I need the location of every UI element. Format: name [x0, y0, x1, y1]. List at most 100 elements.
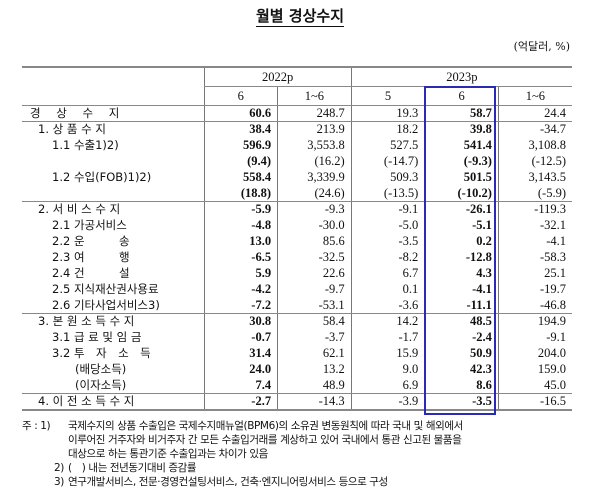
- cell-value: 62.1: [277, 345, 352, 362]
- cell-value: -7.2: [203, 297, 278, 314]
- table-row: 2.2 운 송 13.0 85.6 -3.5 0.2 -4.1: [22, 233, 572, 250]
- row-label: 4. 이 전 소 득 수 지: [38, 394, 135, 408]
- cell-value: 541.4: [424, 137, 499, 154]
- footnotes: 주 : 1) 국제수지의 상품 수출입은 국제수지매뉴얼(BPM6)의 소유권 변…: [22, 420, 463, 488]
- cell-value: 159.0: [497, 361, 572, 378]
- cell-value: -6.5: [203, 249, 278, 266]
- cell-value: -14.3: [277, 393, 352, 411]
- cell-value: 48.9: [277, 377, 352, 394]
- year-header: 2022p: [203, 66, 352, 87]
- month-header: 6: [424, 86, 499, 106]
- cell-value: (9.4): [203, 153, 278, 170]
- cell-value: (-5.9): [497, 185, 572, 202]
- cell-value: 213.9: [277, 121, 352, 138]
- cell-value: 0.1: [350, 281, 425, 298]
- month-header: 1~6: [497, 86, 572, 106]
- cell-value: 3,108.8: [497, 137, 572, 154]
- cell-value: 24.4: [497, 105, 572, 122]
- row-label: 1.2 수입(FOB)1)2): [52, 170, 152, 184]
- cell-value: -4.1: [424, 281, 499, 298]
- cell-value: 4.3: [424, 265, 499, 282]
- cell-value: 7.4: [203, 377, 278, 394]
- table-row: 2.6 기타사업서비스3) -7.2 -53.1 -3.6 -11.1 -46.8: [22, 297, 572, 314]
- note-1: 이루어진 거주자와 비거주자 간 모든 수출입거래를 계상하고 있어 국내에서 …: [68, 434, 462, 446]
- month-header: 1~6: [277, 86, 352, 106]
- cell-value: -8.2: [350, 249, 425, 266]
- cell-value: (-13.5): [350, 185, 425, 202]
- cell-value: -0.7: [203, 329, 278, 346]
- cell-value: -1.7: [350, 329, 425, 346]
- cell-value: 24.0: [203, 361, 278, 378]
- table-row: (이자소득) 7.4 48.9 6.9 8.6 45.0: [22, 377, 572, 394]
- table-row: 2.3 여 행 -6.5 -32.5 -8.2 -12.8 -58.3: [22, 249, 572, 266]
- cell-value: -26.1: [424, 201, 499, 218]
- month-header: 5: [350, 86, 425, 106]
- table-row: 1.2 수입(FOB)1)2) 558.4 3,339.9 509.3 501.5 3,1…: [22, 169, 572, 186]
- row-label: 2.1 가공서비스: [52, 218, 127, 232]
- cell-value: 19.3: [350, 105, 425, 122]
- table-row: 1.1 수출1)2) 596.9 3,553.8 527.5 541.4 3,108.8: [22, 137, 572, 154]
- cell-value: -119.3: [497, 201, 572, 218]
- table-row: 3.1 급 료 및 임 금 -0.7 -3.7 -1.7 -2.4 -9.1: [22, 329, 572, 346]
- cell-value: -32.5: [277, 249, 352, 266]
- current-account-table: 2022p 2023p 6 1~6 5 6 1~6 경 상 수 지 60.6 248…: [22, 66, 572, 411]
- cell-value: -34.7: [497, 121, 572, 138]
- note-1: 국제수지의 상품 수출입은 국제수지매뉴얼(BPM6)의 소유권 변동원칙에 따…: [68, 420, 463, 432]
- cell-value: 22.6: [277, 265, 352, 282]
- table-row: 2.5 지식재산권사용료 -4.2 -9.7 0.1 -4.1 -19.7: [22, 281, 572, 298]
- table-row: (18.8) (24.6) (-13.5) (-10.2) (-5.9): [22, 185, 572, 202]
- cell-value: 38.4: [203, 121, 278, 138]
- cell-value: (16.2): [277, 153, 352, 170]
- cell-value: 13.2: [277, 361, 352, 378]
- cell-value: 60.6: [203, 105, 278, 122]
- table-row: 2.4 건 설 5.9 22.6 6.7 4.3 25.1: [22, 265, 572, 282]
- cell-value: -9.7: [277, 281, 352, 298]
- cell-value: -30.0: [277, 217, 352, 234]
- cell-value: 30.8: [203, 313, 278, 330]
- cell-value: 48.5: [424, 313, 499, 330]
- cell-value: 204.0: [497, 345, 572, 362]
- table-row: 2.1 가공서비스 -4.8 -30.0 -5.0 -5.1 -32.1: [22, 217, 572, 234]
- cell-value: 9.0: [350, 361, 425, 378]
- row-label: 3.2 투 자 소 득: [52, 346, 151, 360]
- row-label: 2.6 기타사업서비스3): [52, 297, 160, 312]
- note-2: ( ) 내는 전년동기대비 증감률: [68, 462, 197, 474]
- table-row: 1. 상 품 수 지 38.4 213.9 18.2 39.8 -34.7: [22, 121, 572, 138]
- row-label: 3.1 급 료 및 임 금: [52, 330, 142, 344]
- row-label: 1.1 수출1)2): [52, 138, 119, 152]
- cell-value: -19.7: [497, 281, 572, 298]
- header-row-years: 2022p 2023p: [22, 66, 572, 87]
- cell-value: (-10.2): [424, 185, 499, 202]
- table-row: (배당소득) 24.0 13.2 9.0 42.3 159.0: [22, 361, 572, 378]
- cell-value: -58.3: [497, 249, 572, 266]
- table-row: 3.2 투 자 소 득 31.4 62.1 15.9 50.9 204.0: [22, 345, 572, 362]
- cell-value: 58.7: [424, 105, 499, 122]
- cell-value: -3.5: [424, 393, 499, 411]
- cell-value: 501.5: [424, 169, 499, 186]
- cell-value: 527.5: [350, 137, 425, 154]
- cell-value: -4.8: [203, 217, 278, 234]
- cell-value: 509.3: [350, 169, 425, 186]
- cell-value: 31.4: [203, 345, 278, 362]
- cell-value: 14.2: [350, 313, 425, 330]
- cell-value: -16.5: [497, 393, 572, 411]
- cell-value: -4.1: [497, 233, 572, 250]
- table-row: (9.4) (16.2) (-14.7) (-9.3) (-12.5): [22, 153, 572, 170]
- row-label: 3. 본 원 소 득 수 지: [38, 314, 135, 329]
- row-label: 2.2 운 송: [52, 234, 130, 248]
- cell-value: 3,143.5: [497, 169, 572, 186]
- cell-value: -32.1: [497, 217, 572, 234]
- cell-value: (18.8): [203, 185, 278, 202]
- note-3: 연구개발서비스, 전문·경영컨설팅서비스, 건축·엔지니어링서비스 등으로 구성: [68, 476, 388, 488]
- row-label: 2.5 지식재산권사용료: [52, 282, 159, 296]
- table-row: 3. 본 원 소 득 수 지 30.8 58.4 14.2 48.5 194.9: [22, 313, 572, 330]
- cell-value: -5.0: [350, 217, 425, 234]
- cell-value: -3.9: [350, 393, 425, 411]
- cell-value: 13.0: [203, 233, 278, 250]
- cell-value: (24.6): [277, 185, 352, 202]
- cell-value: (-9.3): [424, 153, 499, 170]
- header-row-months: 6 1~6 5 6 1~6: [22, 86, 572, 106]
- cell-value: -2.7: [203, 393, 278, 411]
- cell-value: -3.5: [350, 233, 425, 250]
- page-title: 월별 경상수지: [255, 7, 345, 27]
